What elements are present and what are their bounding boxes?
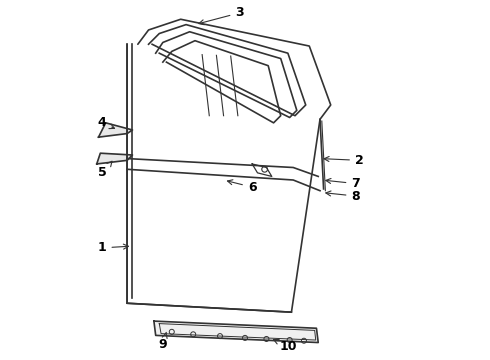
Polygon shape (98, 123, 132, 137)
Text: 3: 3 (199, 6, 244, 25)
Text: 4: 4 (98, 116, 115, 129)
Text: 5: 5 (98, 161, 112, 179)
Text: 8: 8 (326, 190, 360, 203)
Polygon shape (97, 153, 132, 164)
Polygon shape (154, 321, 318, 342)
Text: 10: 10 (273, 339, 296, 352)
Text: 7: 7 (326, 177, 360, 190)
Text: 6: 6 (227, 180, 256, 194)
Text: 1: 1 (98, 241, 128, 255)
Text: 2: 2 (324, 154, 364, 167)
Text: 9: 9 (159, 332, 167, 351)
